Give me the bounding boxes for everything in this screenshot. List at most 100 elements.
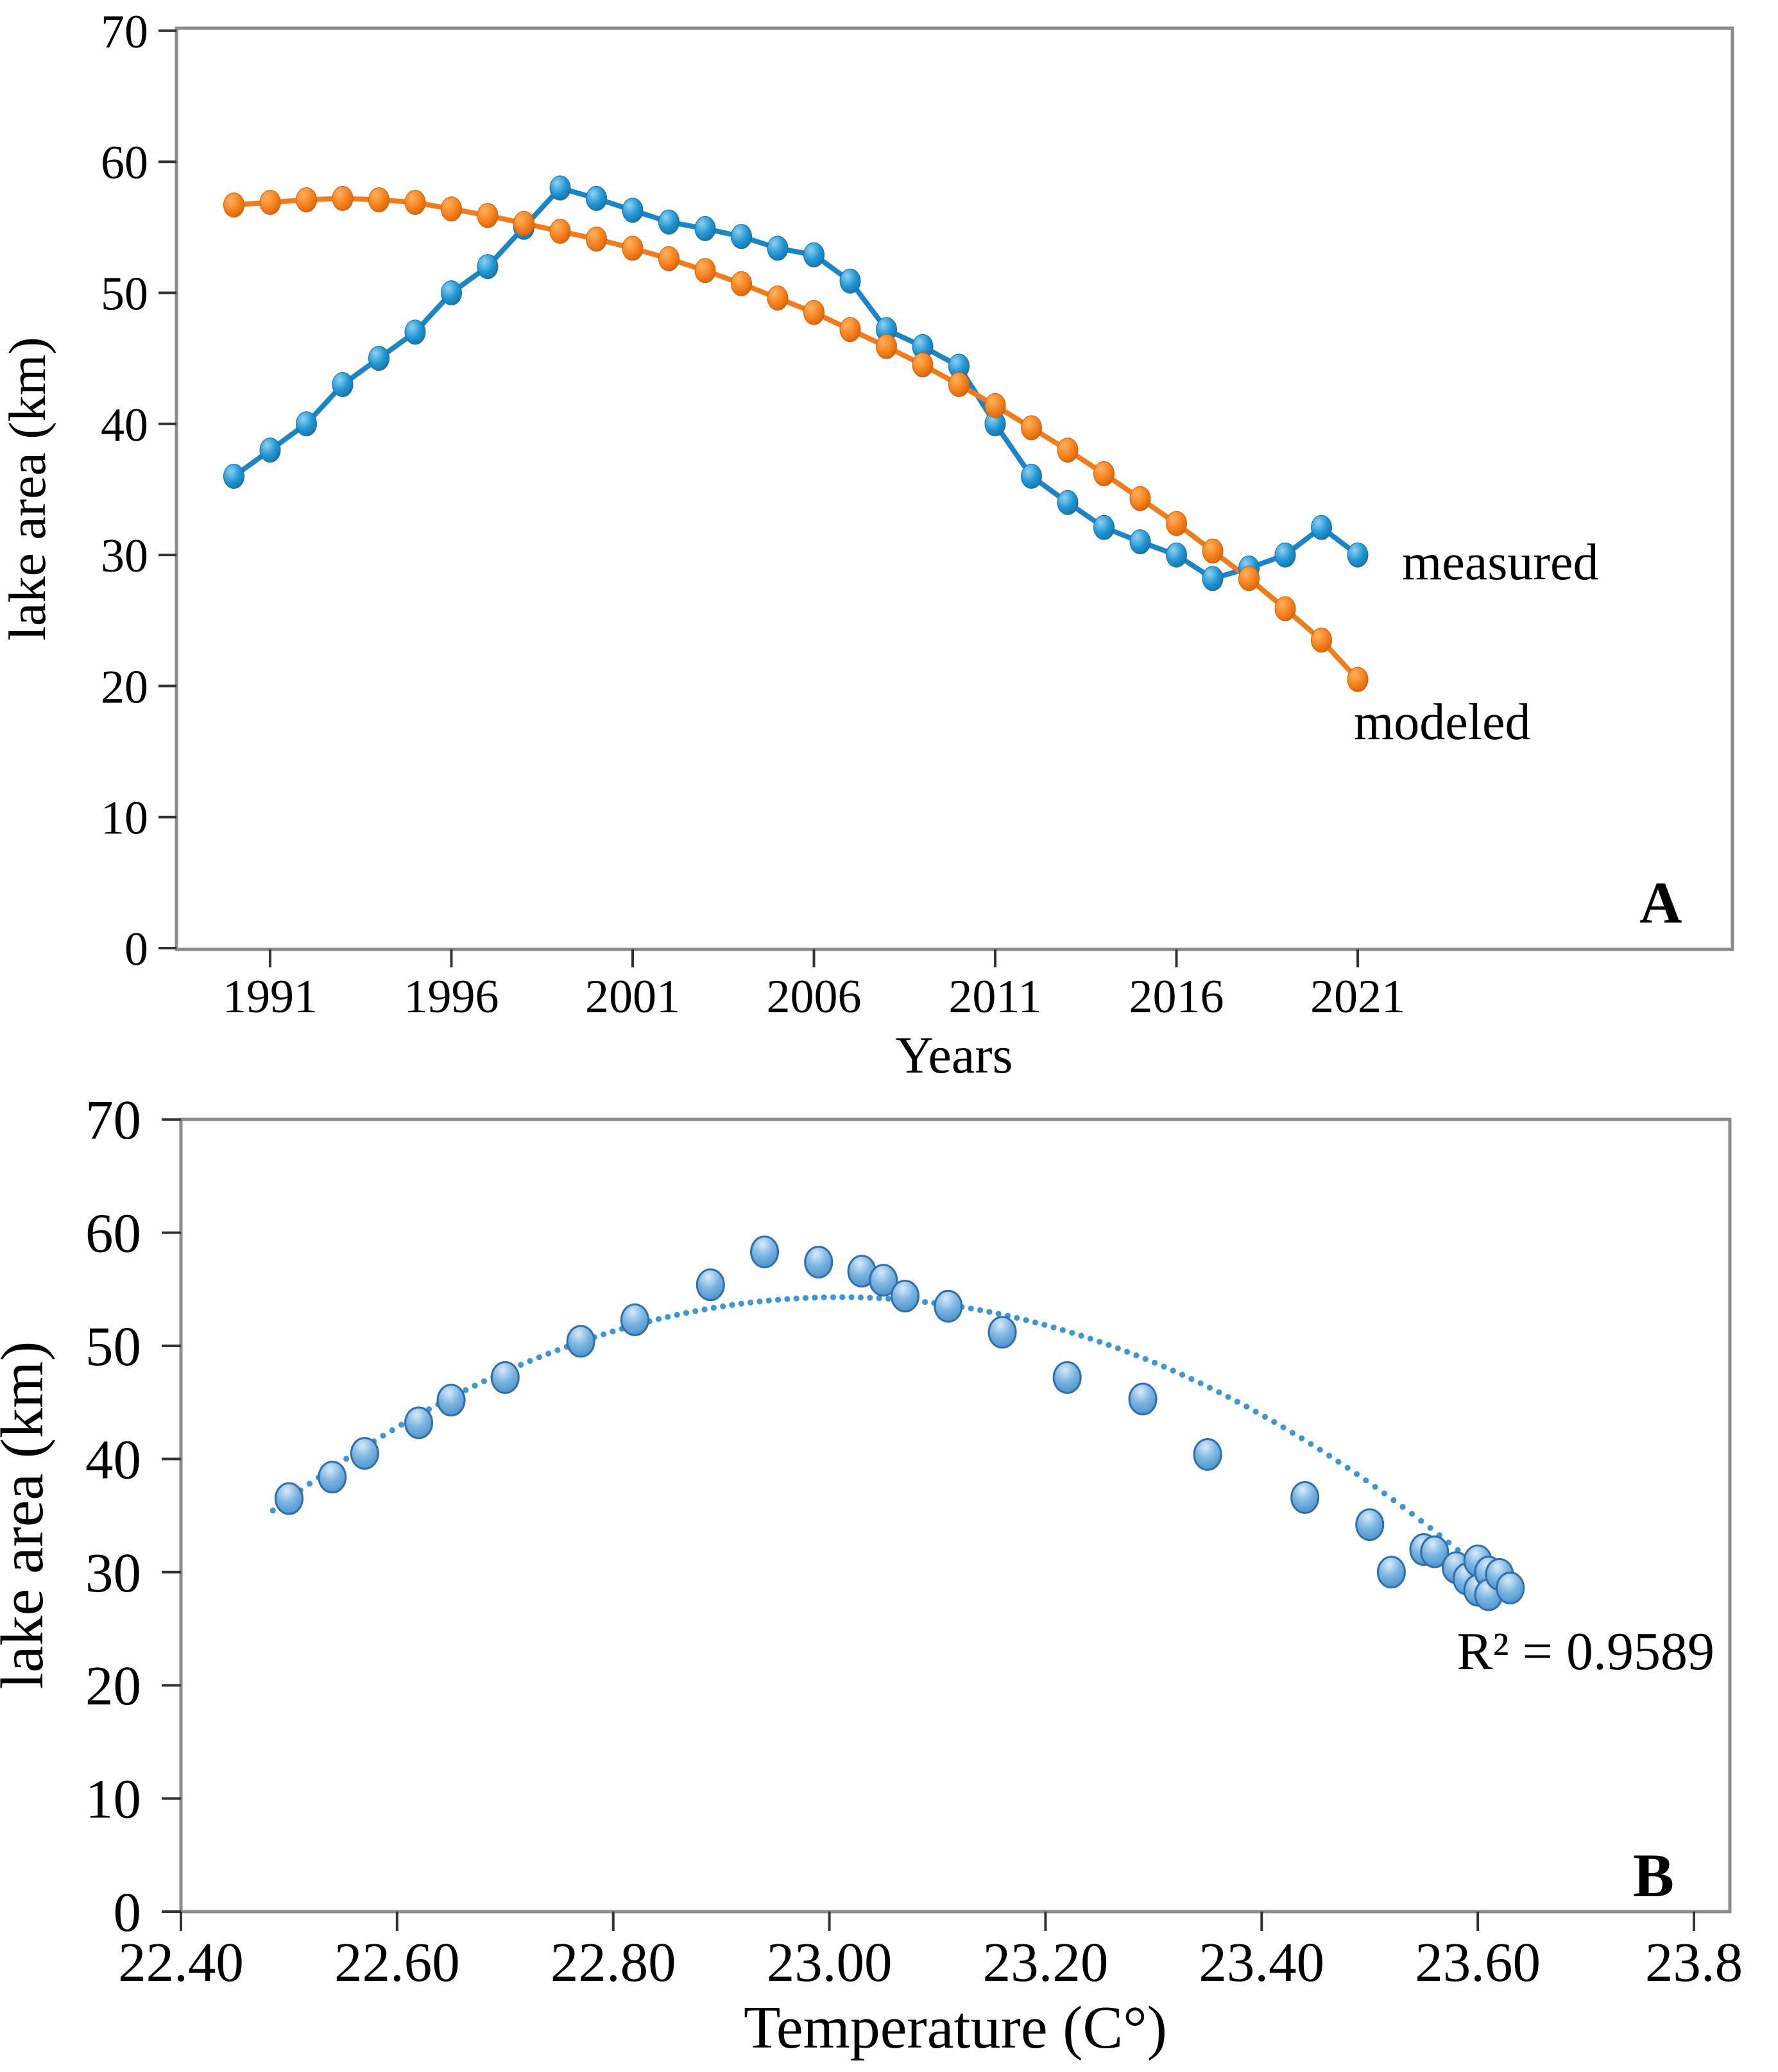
panel-b-points xyxy=(274,1236,1525,1611)
trendline-dot xyxy=(527,1357,533,1364)
trendline-dot xyxy=(1087,1336,1093,1342)
panel-b-letter: B xyxy=(1633,1841,1674,1910)
trendline-dot xyxy=(1161,1363,1167,1370)
trendline-dot xyxy=(1179,1371,1186,1378)
y-tick-label: 0 xyxy=(124,923,148,976)
scatter-point xyxy=(350,1437,379,1470)
data-point-measured xyxy=(259,437,281,463)
trendline-dot xyxy=(876,1295,882,1302)
trendline-dot xyxy=(802,1295,809,1301)
trendline-dot xyxy=(839,1294,846,1300)
series-label-modeled: modeled xyxy=(1354,694,1530,751)
trendline-dot xyxy=(1032,1319,1039,1326)
data-point-measured xyxy=(731,224,752,250)
scatter-point xyxy=(1290,1481,1320,1514)
y-tick-label: 30 xyxy=(101,530,148,582)
trendline-dot xyxy=(1133,1352,1140,1359)
trendline-dot xyxy=(1372,1484,1378,1490)
trendline-dot xyxy=(1381,1490,1388,1497)
data-point-modeled xyxy=(223,192,244,218)
data-point-modeled xyxy=(984,393,1006,418)
trendline-dot xyxy=(701,1306,708,1312)
trendline-dot xyxy=(995,1311,1002,1317)
trendline-dot xyxy=(1014,1314,1020,1321)
trendline-dot xyxy=(774,1296,782,1303)
data-point-modeled xyxy=(622,235,644,261)
data-point-modeled xyxy=(368,187,389,212)
data-point-modeled xyxy=(332,185,354,211)
trendline-dot xyxy=(683,1310,690,1316)
x-tick-label: 23.40 xyxy=(1199,1931,1324,1993)
trendline-dot xyxy=(757,1298,763,1305)
scatter-point xyxy=(750,1236,780,1269)
x-tick-label: 2016 xyxy=(1129,971,1224,1023)
trendline-dot xyxy=(830,1294,837,1300)
trendline-dot xyxy=(1308,1441,1314,1447)
panel-b-ticks: 0 10 20 30 40 50 60 70 22.40 22.60 22.80 23.00 23.20… xyxy=(85,1091,1743,1993)
trendline-dot xyxy=(692,1308,699,1314)
trendline-dot xyxy=(922,1298,928,1305)
panel-a-letter: A xyxy=(1639,870,1682,935)
scatter-point xyxy=(869,1264,898,1297)
trendline-dot xyxy=(1244,1404,1250,1410)
trendline-dot xyxy=(655,1316,662,1322)
trendline-dot xyxy=(1280,1424,1286,1431)
data-point-modeled xyxy=(586,226,607,252)
scatter-point xyxy=(318,1461,347,1494)
data-point-modeled xyxy=(1238,566,1260,591)
scatter-point xyxy=(1355,1508,1385,1541)
trendline-dot xyxy=(1115,1345,1121,1352)
x-tick-label: 22.60 xyxy=(334,1931,460,1993)
trendline-dot xyxy=(848,1294,855,1300)
trendline-dot xyxy=(269,1507,276,1514)
trendline-dot xyxy=(1289,1429,1295,1436)
trendline-dot xyxy=(867,1295,873,1301)
data-point-measured xyxy=(1311,514,1332,540)
data-point-modeled xyxy=(1202,538,1224,564)
scatter-point xyxy=(1496,1571,1525,1604)
trendline-dot xyxy=(793,1295,799,1302)
trendline-dot xyxy=(1363,1477,1369,1484)
panel-b-plot-border xyxy=(179,1117,1732,1914)
trendline-dot xyxy=(986,1309,993,1315)
trendline-dot xyxy=(968,1305,974,1312)
scatter-point xyxy=(1052,1361,1082,1394)
y-tick-label: 20 xyxy=(85,1654,141,1717)
data-point-measured xyxy=(223,464,244,489)
x-tick-label: 23.00 xyxy=(767,1931,893,1993)
data-point-modeled xyxy=(441,196,462,222)
trendline-dot xyxy=(545,1350,552,1357)
scatter-point xyxy=(274,1482,303,1515)
y-tick-label: 20 xyxy=(101,661,148,713)
trendline-dot xyxy=(398,1422,405,1428)
trendline-dot xyxy=(1252,1408,1259,1415)
trendline-dot xyxy=(1059,1327,1066,1333)
scatter-point xyxy=(436,1384,466,1417)
trendline-dot xyxy=(1335,1458,1342,1465)
y-tick-label: 50 xyxy=(85,1315,141,1377)
trendline-dot xyxy=(1418,1518,1424,1524)
trendline-dot xyxy=(1353,1471,1360,1477)
data-point-modeled xyxy=(767,285,789,311)
panel-a-line-chart: 0 10 20 30 40 50 60 70 1991 1996 2001 2006 2011 2016 2… xyxy=(0,6,1734,1084)
data-point-modeled xyxy=(1347,667,1369,692)
scatter-point xyxy=(804,1245,833,1278)
y-tick-label: 40 xyxy=(101,399,148,452)
series-label-measured: measured xyxy=(1402,534,1599,591)
data-point-measured xyxy=(1166,542,1187,568)
trendline-dot xyxy=(1261,1413,1268,1420)
panel-b-trendline xyxy=(269,1294,1507,1592)
trendline-dot xyxy=(1390,1497,1397,1504)
trendline-dot xyxy=(665,1314,671,1320)
data-point-measured xyxy=(404,319,426,345)
scatter-point xyxy=(987,1316,1017,1349)
scatter-point xyxy=(1376,1556,1406,1589)
panel-a-y-axis-title: lake area (km) xyxy=(0,337,56,640)
data-point-modeled xyxy=(839,317,861,343)
trendline-dot xyxy=(1271,1419,1278,1425)
trendline-dot xyxy=(306,1481,313,1487)
panel-a-plot-border xyxy=(175,26,1734,951)
trendline-dot xyxy=(674,1312,680,1318)
y-tick-label: 70 xyxy=(101,6,148,58)
data-point-measured xyxy=(1021,464,1042,489)
